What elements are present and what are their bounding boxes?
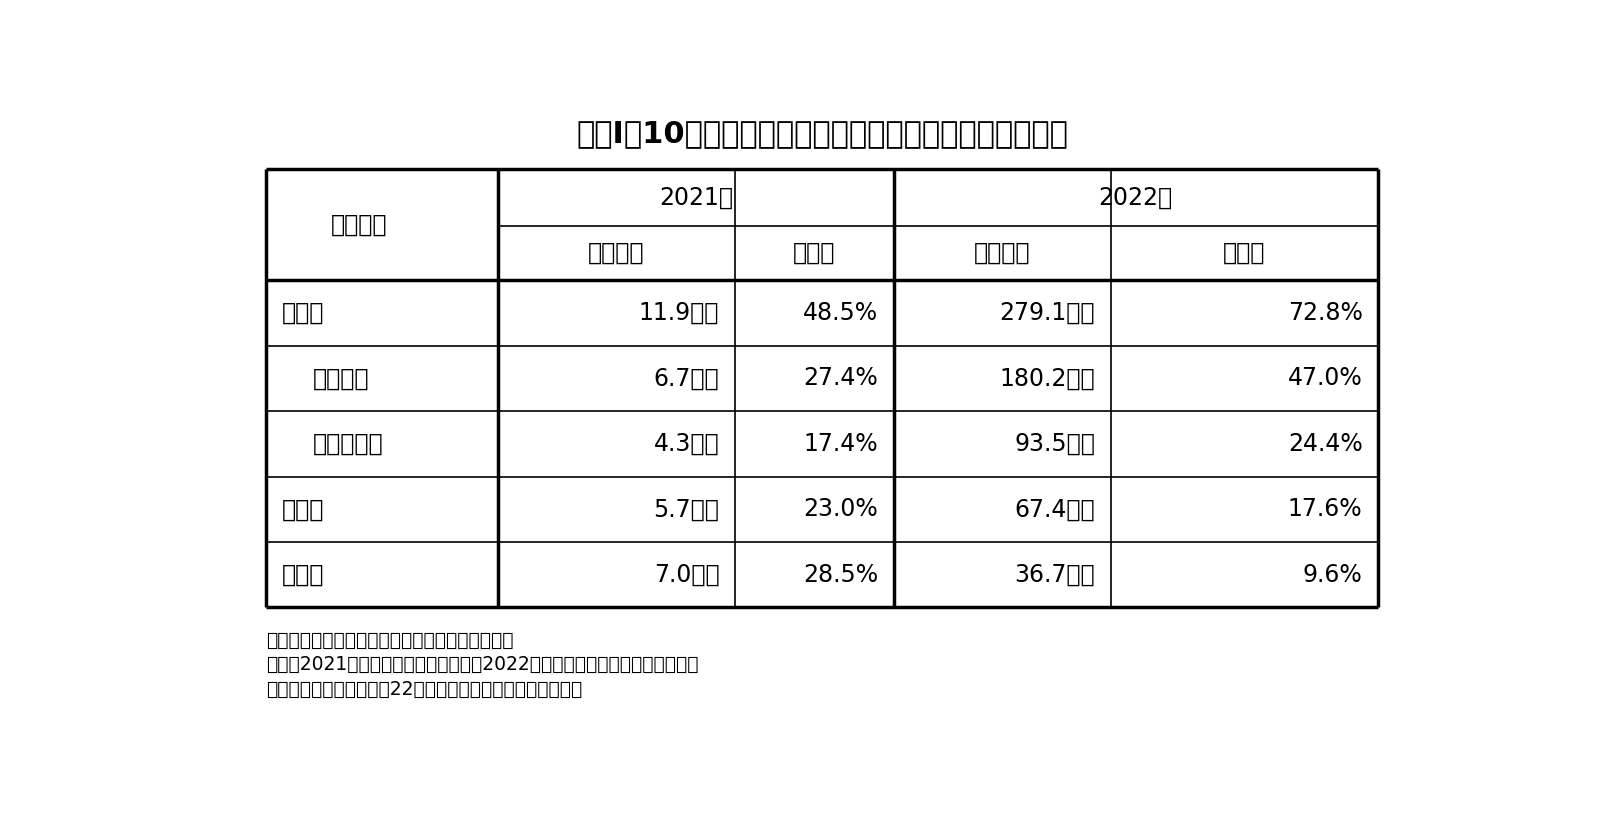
- Text: 東アジア: 東アジア: [312, 366, 370, 390]
- Text: 2022年: 2022年: [1099, 185, 1173, 209]
- Text: 36.7万人: 36.7万人: [1014, 562, 1094, 586]
- Text: 23.0%: 23.0%: [803, 497, 878, 521]
- Text: 欧米豪: 欧米豪: [282, 497, 323, 521]
- Text: 資料：日本政府観光局資料に基づき観光庁作成。: 資料：日本政府観光局資料に基づき観光庁作成。: [266, 630, 514, 649]
- Text: 27.4%: 27.4%: [803, 366, 878, 390]
- Text: 48.5%: 48.5%: [803, 301, 878, 325]
- Text: 67.4万人: 67.4万人: [1014, 497, 1094, 521]
- Text: 国・地域: 国・地域: [331, 213, 387, 237]
- Text: 11.9万人: 11.9万人: [638, 301, 720, 325]
- Text: 24.4%: 24.4%: [1288, 432, 1363, 456]
- Text: 47.0%: 47.0%: [1288, 366, 1363, 390]
- Text: 17.4%: 17.4%: [803, 432, 878, 456]
- Text: 17.6%: 17.6%: [1288, 497, 1363, 521]
- Text: 9.6%: 9.6%: [1302, 562, 1363, 586]
- Text: シェア: シェア: [1222, 241, 1266, 265]
- Text: 2021年: 2021年: [659, 185, 733, 209]
- Text: 279.1万人: 279.1万人: [1000, 301, 1094, 325]
- Text: 注１：2021年（令和３年）は確定値、2022年（令和４年）は暫定値である。: 注１：2021年（令和３年）は確定値、2022年（令和４年）は暫定値である。: [266, 655, 698, 674]
- Text: その他: その他: [282, 562, 323, 586]
- Text: 訪日者数: 訪日者数: [974, 241, 1030, 265]
- Text: 東南アジア: 東南アジア: [312, 432, 382, 456]
- Text: 7.0万人: 7.0万人: [654, 562, 720, 586]
- Text: 注２：その他には、主要22市場以外の国・地域が含まれる。: 注２：その他には、主要22市場以外の国・地域が含まれる。: [266, 680, 582, 699]
- Text: 6.7万人: 6.7万人: [654, 366, 720, 390]
- Text: 180.2万人: 180.2万人: [1000, 366, 1094, 390]
- Text: アジア: アジア: [282, 301, 323, 325]
- Text: 72.8%: 72.8%: [1288, 301, 1363, 325]
- Text: 図表Ⅰ－10　地域別の訪日外国人旅行者数とシェアの推移: 図表Ⅰ－10 地域別の訪日外国人旅行者数とシェアの推移: [576, 119, 1067, 148]
- Text: 4.3万人: 4.3万人: [654, 432, 720, 456]
- Text: 93.5万人: 93.5万人: [1014, 432, 1094, 456]
- Text: 5.7万人: 5.7万人: [653, 497, 720, 521]
- Text: 28.5%: 28.5%: [803, 562, 878, 586]
- Text: 訪日者数: 訪日者数: [589, 241, 645, 265]
- Text: シェア: シェア: [794, 241, 835, 265]
